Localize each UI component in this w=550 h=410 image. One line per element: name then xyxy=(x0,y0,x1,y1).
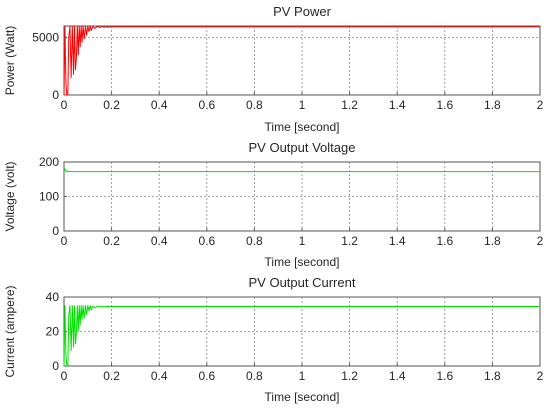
x-tick-label: 0.4 xyxy=(151,369,168,383)
y-tick-label: 0 xyxy=(52,359,59,373)
chart-title: PV Power xyxy=(273,4,331,19)
y-tick-label: 100 xyxy=(39,190,59,204)
x-tick-label: 0.2 xyxy=(103,369,120,383)
chart-panel-1: 0 0.2 0.4 0.6 0.8 1 1.2 1.4 1.6 1.8 2 0 5000 PV Power… xyxy=(3,4,544,134)
x-tick-label: 1.8 xyxy=(484,234,501,248)
x-tick-label: 0.6 xyxy=(198,369,215,383)
x-tick-label: 1.6 xyxy=(436,98,453,112)
x-tick-label: 2 xyxy=(537,234,544,248)
chart-title: PV Output Voltage xyxy=(249,140,356,155)
y-tick-label: 5000 xyxy=(32,31,59,45)
x-tick-label: 0.8 xyxy=(246,369,263,383)
x-tick-label: 0 xyxy=(61,234,68,248)
x-tick-label: 1.6 xyxy=(436,234,453,248)
x-tick-label: 1 xyxy=(299,234,306,248)
data-series-line xyxy=(63,168,540,173)
y-tick-label: 200 xyxy=(39,155,59,169)
x-axis-label: Time [second] xyxy=(265,255,340,269)
x-tick-label: 2 xyxy=(537,98,544,112)
chart-title: PV Output Current xyxy=(249,275,356,290)
y-axis-label: Current (ampere) xyxy=(3,285,17,377)
x-tick-label: 0 xyxy=(61,98,68,112)
x-tick-label: 0.4 xyxy=(151,234,168,248)
x-tick-label: 2 xyxy=(537,369,544,383)
x-tick-label: 0.8 xyxy=(246,98,263,112)
x-tick-label: 1.4 xyxy=(389,98,406,112)
x-tick-label: 0.6 xyxy=(198,234,215,248)
data-series-line xyxy=(63,305,540,367)
y-axis-label: Power (Watt) xyxy=(3,26,17,96)
x-tick-label: 0.6 xyxy=(198,98,215,112)
x-tick-label: 1.6 xyxy=(436,369,453,383)
x-tick-label: 0.4 xyxy=(151,98,168,112)
y-tick-label: 20 xyxy=(46,325,60,339)
y-tick-label: 0 xyxy=(52,88,59,102)
chart-panel-2: 0 0.2 0.4 0.6 0.8 1 1.2 1.4 1.6 1.8 2 0 100 200 PV Out… xyxy=(3,140,544,269)
x-tick-label: 1.2 xyxy=(341,369,358,383)
x-tick-label: 0.2 xyxy=(103,234,120,248)
y-tick-label: 40 xyxy=(46,290,60,304)
plot-area xyxy=(63,25,541,96)
x-axis-label: Time [second] xyxy=(265,120,340,134)
x-tick-label: 1.4 xyxy=(389,234,406,248)
x-tick-label: 0.2 xyxy=(103,98,120,112)
y-axis-label: Voltage (volt) xyxy=(3,161,17,231)
x-tick-label: 1.8 xyxy=(484,98,501,112)
x-tick-label: 1 xyxy=(299,369,306,383)
data-series-line xyxy=(63,25,540,96)
x-tick-label: 1.4 xyxy=(389,369,406,383)
x-tick-label: 1.2 xyxy=(341,98,358,112)
x-tick-label: 1 xyxy=(299,98,306,112)
x-tick-label: 1.2 xyxy=(341,234,358,248)
x-axis-label: Time [second] xyxy=(265,390,340,404)
x-tick-label: 0.8 xyxy=(246,234,263,248)
y-tick-label: 0 xyxy=(52,224,59,238)
x-tick-label: 1.8 xyxy=(484,369,501,383)
x-tick-label: 0 xyxy=(61,369,68,383)
